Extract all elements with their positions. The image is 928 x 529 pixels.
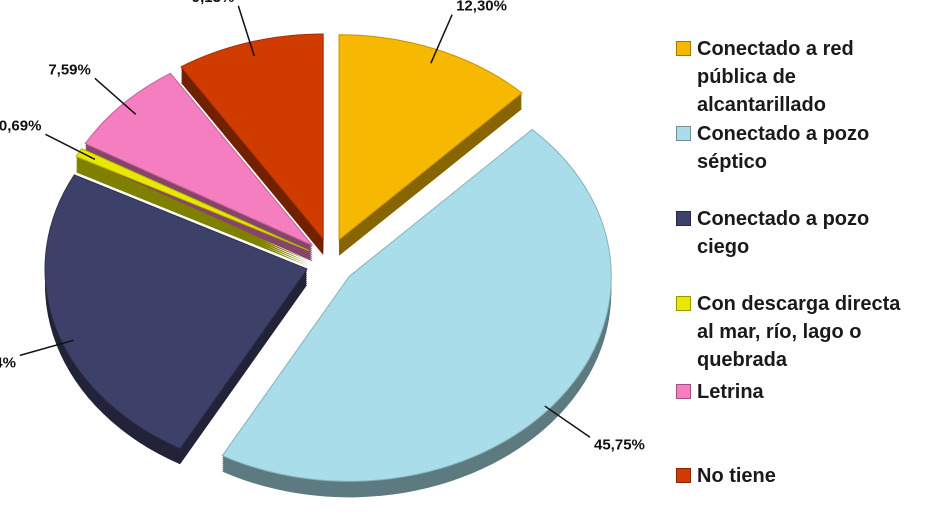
data-label: 9,13% [192,0,235,6]
legend-item: Con descarga directa al mar, río, lago o… [676,290,921,374]
leader-line [237,5,255,57]
legend-swatch [676,211,691,226]
slice [221,128,612,482]
legend-swatch [676,384,691,399]
legend-item: Conectado a pozo séptico [676,120,921,176]
legend-label: Letrina [697,381,764,403]
legend-label: Conectado a red pública de alcantarillad… [697,38,854,116]
legend-item: Conectado a red pública de alcantarillad… [676,35,921,119]
legend-label: Con descarga directa al mar, río, lago o… [697,293,901,371]
leader-line [19,339,75,357]
legend-label: Conectado a pozo séptico [697,123,870,173]
data-label: 12,30% [456,0,507,15]
slice [75,147,310,251]
slice [180,33,324,241]
data-label: 0,69% [0,117,41,134]
leader-line [94,77,137,115]
data-label: 24,54% [0,354,16,371]
slices [44,33,612,482]
data-label: 7,59% [48,61,91,78]
legend-swatch [676,126,691,141]
legend-item: No tiene [676,462,921,490]
legend-item: Letrina [676,378,921,406]
legend-swatch [676,468,691,483]
data-label: 45,75% [594,436,645,453]
slice [338,34,523,241]
legend-swatch [676,296,691,311]
slice [44,174,308,449]
legend-label: Conectado a pozo ciego [697,208,870,258]
legend-label: No tiene [697,465,776,487]
legend-item: Conectado a pozo ciego [676,205,921,261]
legend-swatch [676,41,691,56]
leader-line [430,14,453,64]
leader-line [544,405,591,438]
slice [84,72,313,246]
leader-line [45,133,96,161]
